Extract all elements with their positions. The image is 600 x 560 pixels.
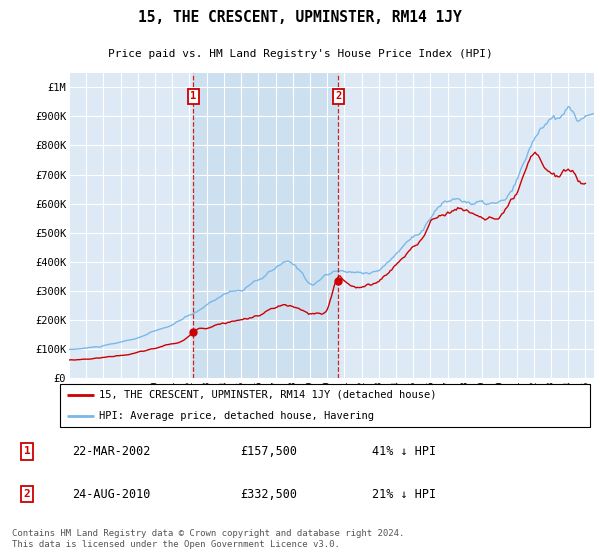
Text: Contains HM Land Registry data © Crown copyright and database right 2024.
This d: Contains HM Land Registry data © Crown c…	[12, 529, 404, 549]
Text: £332,500: £332,500	[240, 488, 297, 501]
Text: 24-AUG-2010: 24-AUG-2010	[72, 488, 151, 501]
Text: 21% ↓ HPI: 21% ↓ HPI	[372, 488, 436, 501]
Text: 15, THE CRESCENT, UPMINSTER, RM14 1JY: 15, THE CRESCENT, UPMINSTER, RM14 1JY	[138, 11, 462, 26]
FancyBboxPatch shape	[59, 384, 590, 427]
Text: 15, THE CRESCENT, UPMINSTER, RM14 1JY (detached house): 15, THE CRESCENT, UPMINSTER, RM14 1JY (d…	[99, 390, 436, 400]
Text: 41% ↓ HPI: 41% ↓ HPI	[372, 445, 436, 458]
Text: 2: 2	[335, 91, 341, 101]
Text: HPI: Average price, detached house, Havering: HPI: Average price, detached house, Have…	[99, 410, 374, 421]
Text: 1: 1	[190, 91, 196, 101]
Bar	[193, 73, 338, 378]
Text: 22-MAR-2002: 22-MAR-2002	[72, 445, 151, 458]
Text: 2: 2	[23, 489, 31, 500]
Text: 1: 1	[23, 446, 31, 456]
Text: £157,500: £157,500	[240, 445, 297, 458]
Text: Price paid vs. HM Land Registry's House Price Index (HPI): Price paid vs. HM Land Registry's House …	[107, 49, 493, 59]
